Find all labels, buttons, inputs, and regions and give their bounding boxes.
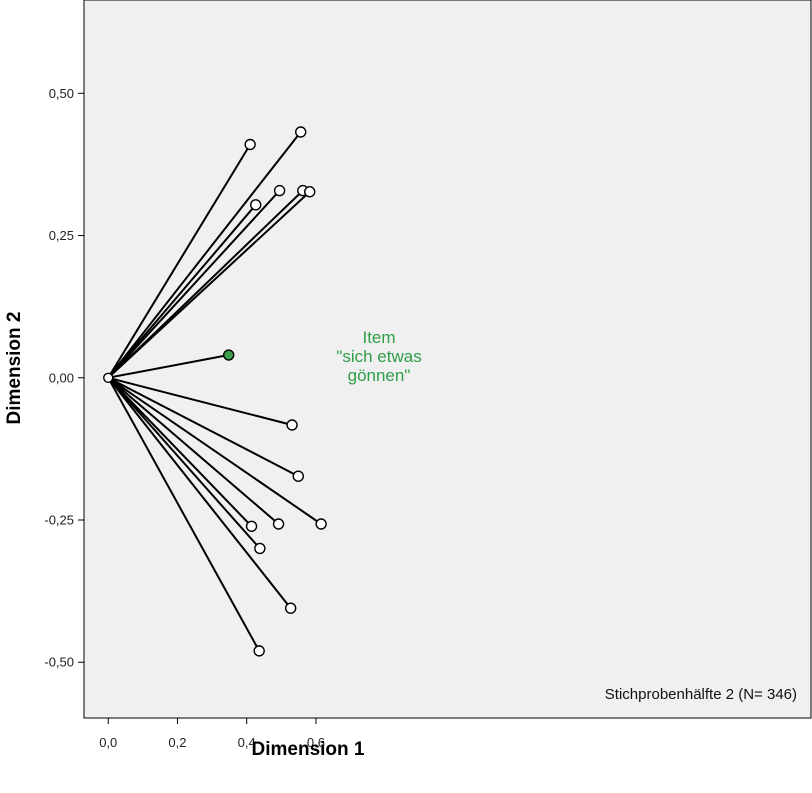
data-point xyxy=(272,518,285,530)
annotation-line-2: "sich etwas xyxy=(336,347,421,366)
plot-area xyxy=(83,0,812,719)
data-point xyxy=(286,419,298,431)
data-point xyxy=(295,126,307,138)
data-point xyxy=(245,520,258,532)
vector-endpoints xyxy=(103,126,327,657)
vector-line xyxy=(107,190,311,379)
data-point xyxy=(304,186,316,198)
vector-lines xyxy=(107,131,322,652)
data-point xyxy=(244,138,256,151)
y-tick-label: 0,00 xyxy=(49,370,74,385)
data-point xyxy=(315,518,327,530)
vector-line xyxy=(107,377,292,609)
x-tick-label: 0,4 xyxy=(238,735,256,750)
y-axis: 0,50 0,25 0,00 -0,25 -0,50 xyxy=(44,86,84,670)
vector-line xyxy=(107,131,302,379)
data-point xyxy=(254,542,266,555)
highlighted-vector-line xyxy=(108,354,229,379)
vector-line xyxy=(107,377,253,527)
vector-line xyxy=(107,376,322,525)
y-tick-label: 0,25 xyxy=(49,228,74,243)
y-axis-title: Dimension 2 xyxy=(4,312,25,425)
x-axis: 0,0 0,2 0,4 0,6 xyxy=(99,718,325,750)
data-point xyxy=(273,184,286,197)
vector-line xyxy=(107,143,252,379)
x-axis-title: Dimension 1 xyxy=(252,739,365,760)
data-point xyxy=(284,602,297,614)
y-tick-label: 0,50 xyxy=(49,86,74,101)
vector-line xyxy=(107,376,299,478)
data-point xyxy=(250,199,262,211)
vector-line xyxy=(107,204,257,379)
data-point xyxy=(253,645,265,657)
x-tick-label: 0,0 xyxy=(99,735,117,750)
y-tick-label: -0,25 xyxy=(44,513,74,528)
vector-line xyxy=(107,377,280,525)
sample-note: Stichprobenhälfte 2 (N= 346) xyxy=(605,686,797,703)
x-tick-label: 0,2 xyxy=(168,735,186,750)
highlighted-point xyxy=(223,349,235,361)
vector-line xyxy=(107,377,261,652)
vector-line xyxy=(107,376,293,426)
x-tick-label: 0,6 xyxy=(307,735,325,750)
data-point xyxy=(292,470,304,482)
vector-line xyxy=(107,189,281,379)
annotation-line-3: gönnen" xyxy=(348,366,411,385)
y-tick-label: -0,50 xyxy=(44,655,74,670)
origin-point xyxy=(103,372,114,383)
annotation-line-1: Item xyxy=(362,328,395,347)
vector-line xyxy=(107,377,261,550)
